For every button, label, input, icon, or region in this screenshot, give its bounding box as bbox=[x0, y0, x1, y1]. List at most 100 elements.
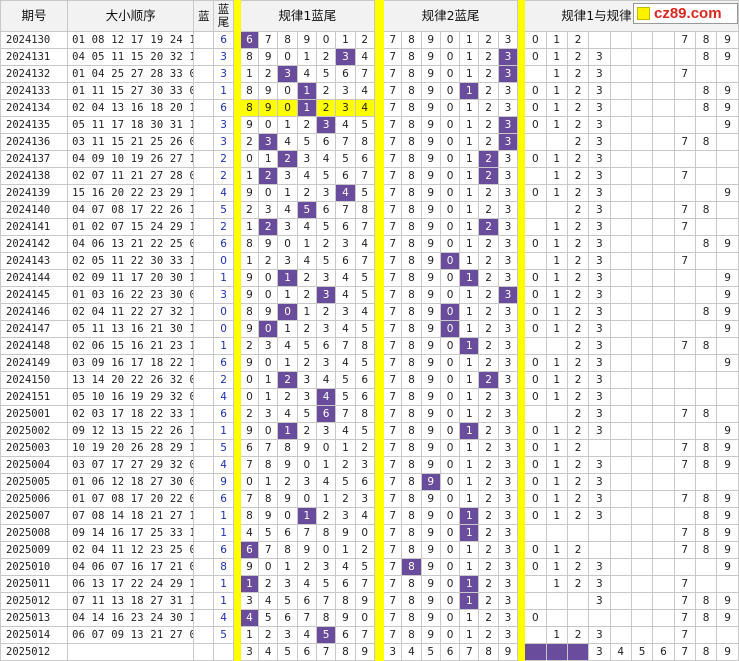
rule1-cell: 7 bbox=[296, 524, 317, 542]
rule2-cell: 1 bbox=[459, 490, 480, 508]
tail-cell: 0 bbox=[213, 252, 234, 270]
rule1-cell: 0 bbox=[277, 303, 298, 321]
rule2-cell: 1 bbox=[459, 626, 480, 644]
rule12-cell: 2 bbox=[566, 116, 590, 134]
blue-cell bbox=[193, 286, 215, 304]
rule2-cell: 1 bbox=[459, 507, 480, 525]
rule12-cell bbox=[609, 31, 632, 49]
rule2-cell: 1 bbox=[459, 133, 480, 151]
rule12-cell bbox=[716, 133, 739, 151]
rule1-cell: 5 bbox=[335, 388, 356, 406]
rule1-cell: 2 bbox=[296, 116, 317, 134]
rule1-cell: 2 bbox=[296, 286, 317, 304]
rule12-cell bbox=[630, 201, 654, 219]
rule2-cell: 2 bbox=[478, 150, 499, 168]
separator-3 bbox=[517, 31, 526, 49]
rule12-cell: 9 bbox=[716, 286, 739, 304]
rule12-cell: 2 bbox=[566, 218, 590, 236]
numbers-cell: 02 03 17 18 22 33 16 bbox=[67, 405, 195, 423]
rule12-cell: 1 bbox=[545, 541, 568, 559]
rule12-cell bbox=[524, 575, 547, 593]
rule12-cell bbox=[694, 388, 718, 406]
rule12-cell bbox=[630, 609, 654, 627]
rule2-cell: 0 bbox=[439, 184, 461, 202]
rule2-cell: 1 bbox=[459, 99, 480, 117]
numbers-cell: 05 10 16 19 29 32 04 bbox=[67, 388, 195, 406]
rule12-cell: 6 bbox=[652, 643, 675, 661]
rule1-cell: 9 bbox=[239, 269, 260, 287]
rule2-cell: 0 bbox=[439, 167, 461, 185]
rule2-cell: 1 bbox=[459, 422, 480, 440]
rule12-cell: 8 bbox=[694, 439, 718, 457]
tail-cell bbox=[213, 643, 234, 661]
rule2-cell: 8 bbox=[401, 286, 422, 304]
rule2-cell: 8 bbox=[401, 456, 422, 474]
rule12-cell: 0 bbox=[524, 82, 547, 100]
rule2-cell: 3 bbox=[497, 235, 519, 253]
rule2-cell: 8 bbox=[401, 167, 422, 185]
separator-3 bbox=[517, 371, 526, 389]
rule12-cell: 1 bbox=[545, 371, 568, 389]
rule2-cell: 0 bbox=[439, 354, 461, 372]
separator-3 bbox=[517, 643, 526, 661]
rule12-cell: 0 bbox=[524, 541, 547, 559]
rule12-cell bbox=[673, 473, 696, 491]
rule2-cell: 2 bbox=[478, 405, 499, 423]
rule12-cell bbox=[609, 167, 632, 185]
separator-2 bbox=[373, 575, 385, 593]
rule2-cell: 1 bbox=[459, 184, 480, 202]
rule12-cell bbox=[652, 320, 675, 338]
numbers-cell: 01 08 12 17 19 24 16 bbox=[67, 31, 195, 49]
rule1-cell: 4 bbox=[296, 65, 317, 83]
rule12-cell: 9 bbox=[716, 235, 739, 253]
table-row: 2024142 04 06 13 21 22 25 06 6 8 9 0 1 2 3 4 7 8 9 0 1… bbox=[0, 235, 739, 253]
rule2-cell: 9 bbox=[420, 252, 441, 270]
rule2-cell: 3 bbox=[383, 643, 403, 661]
separator-1 bbox=[232, 252, 241, 270]
rule12-cell: 7 bbox=[673, 524, 696, 542]
rule12-cell: 9 bbox=[716, 303, 739, 321]
rule12-cell bbox=[524, 201, 547, 219]
rule12-cell: 0 bbox=[524, 354, 547, 372]
rule12-cell bbox=[630, 507, 654, 525]
rule2-cell: 1 bbox=[459, 609, 480, 627]
rule12-cell: 3 bbox=[588, 48, 611, 66]
rule1-cell: 3 bbox=[277, 65, 298, 83]
table-row: 2024150 13 14 20 22 26 32 02 2 0 1 2 3 4 5 6 7 8 9 0 1… bbox=[0, 371, 739, 389]
rule1-cell: 4 bbox=[277, 133, 298, 151]
rule1-cell: 6 bbox=[335, 167, 356, 185]
rule2-cell: 7 bbox=[383, 201, 403, 219]
rule2-cell: 1 bbox=[459, 592, 480, 610]
rule12-cell bbox=[694, 269, 718, 287]
rule1-cell: 3 bbox=[315, 320, 337, 338]
issue-cell: 2024146 bbox=[0, 303, 69, 321]
numbers-cell: 04 05 11 15 20 32 13 bbox=[67, 48, 195, 66]
issue-cell: 2024132 bbox=[0, 65, 69, 83]
table-row: 2024134 02 04 13 16 18 20 16 6 8 9 0 1 2 3 4 7 8 9 0 1… bbox=[0, 99, 739, 117]
rule2-cell: 8 bbox=[401, 252, 422, 270]
rule12-cell bbox=[652, 235, 675, 253]
blue-cell bbox=[193, 167, 215, 185]
rule2-cell: 0 bbox=[439, 626, 461, 644]
separator-1 bbox=[232, 507, 241, 525]
rule1-cell: 0 bbox=[258, 558, 279, 576]
blue-cell bbox=[193, 218, 215, 236]
rule12-cell: 2 bbox=[566, 388, 590, 406]
blue-cell bbox=[193, 354, 215, 372]
rule2-cell: 3 bbox=[497, 422, 519, 440]
rule12-cell: 0 bbox=[524, 439, 547, 457]
rule12-cell: 0 bbox=[524, 286, 547, 304]
rule2-cell: 9 bbox=[420, 609, 441, 627]
rule1-cell: 4 bbox=[239, 609, 260, 627]
rule2-cell: 9 bbox=[420, 541, 441, 559]
rule12-cell: 8 bbox=[694, 456, 718, 474]
rule12-cell: 1 bbox=[545, 48, 568, 66]
rule12-cell bbox=[694, 558, 718, 576]
table-row: 2025004 03 07 17 27 29 32 04 4 7 8 9 0 1 2 3 7 8 9 0 1… bbox=[0, 456, 739, 474]
rule12-cell bbox=[630, 31, 654, 49]
rule2-cell: 1 bbox=[459, 303, 480, 321]
issue-cell: 2025001 bbox=[0, 405, 69, 423]
separator-2 bbox=[373, 388, 385, 406]
rule1-cell: 4 bbox=[335, 184, 356, 202]
table-row: 2024131 04 05 11 15 20 32 13 3 8 9 0 1 2 3 4 7 8 9 0 1… bbox=[0, 48, 739, 66]
